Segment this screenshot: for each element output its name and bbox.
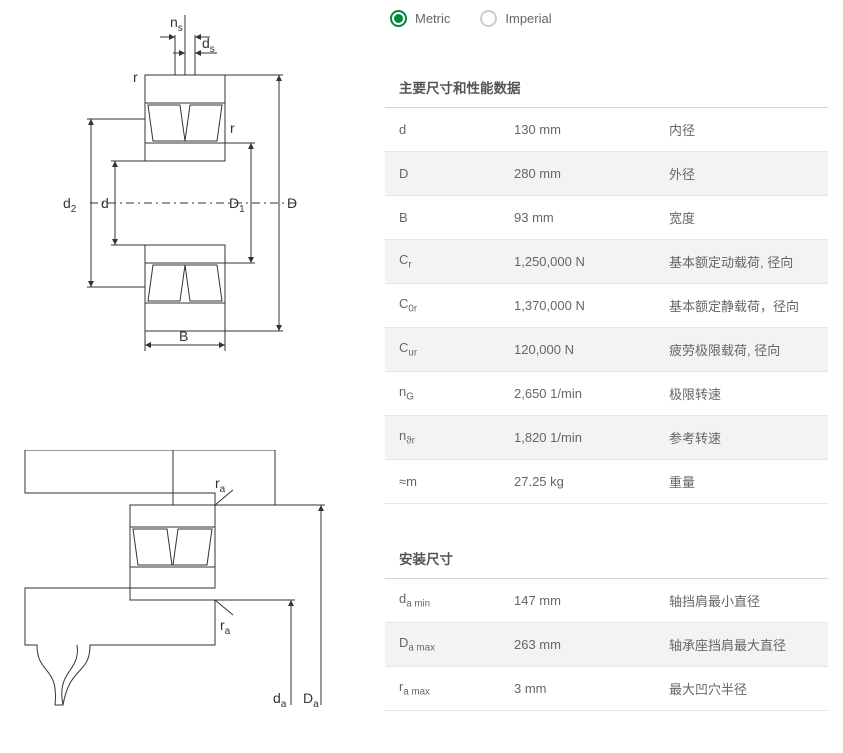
symbol-cell: nϑr: [399, 428, 514, 447]
table-row: nG2,650 1/min极限转速: [385, 372, 828, 416]
description-cell: 外径: [669, 164, 814, 183]
value-cell: 27.25 kg: [514, 474, 669, 489]
diagrams-column: ns ds r r: [15, 10, 360, 711]
symbol-cell: Da max: [399, 635, 514, 654]
svg-text:da: da: [273, 690, 287, 710]
radio-selected-icon: [390, 10, 407, 27]
svg-text:ns: ns: [170, 15, 183, 34]
value-cell: 263 mm: [514, 637, 669, 652]
description-cell: 宽度: [669, 208, 814, 227]
table-row: Da max263 mm轴承座挡肩最大直径: [385, 623, 828, 667]
bearing-diagram-mounting: ra ra da Da: [15, 450, 360, 710]
description-cell: 轴承座挡肩最大直径: [669, 635, 814, 654]
svg-text:ra: ra: [215, 475, 226, 495]
description-cell: 基本额定静载荷，径向: [669, 296, 814, 315]
svg-text:B: B: [179, 328, 188, 344]
unit-imperial-radio[interactable]: Imperial: [480, 10, 551, 27]
svg-text:D1: D1: [229, 195, 245, 215]
description-cell: 疲劳极限载荷, 径向: [669, 340, 814, 359]
table-row: Cr1,250,000 N基本额定动载荷, 径向: [385, 240, 828, 284]
data-column: Metric Imperial 主要尺寸和性能数据 d130 mm内径D280 …: [360, 10, 828, 711]
description-cell: 重量: [669, 472, 814, 491]
value-cell: 2,650 1/min: [514, 386, 669, 401]
table-row: D280 mm外径: [385, 152, 828, 196]
svg-text:r: r: [133, 69, 138, 85]
symbol-cell: ra max: [399, 679, 514, 698]
table-row: B93 mm宽度: [385, 196, 828, 240]
symbol-cell: nG: [399, 384, 514, 403]
value-cell: 147 mm: [514, 593, 669, 608]
value-cell: 1,250,000 N: [514, 254, 669, 269]
svg-text:ds: ds: [202, 35, 215, 55]
table-row: ra max3 mm最大凹穴半径: [385, 667, 828, 711]
unit-metric-radio[interactable]: Metric: [390, 10, 450, 27]
symbol-cell: d: [399, 122, 514, 137]
table-row: ≈m27.25 kg重量: [385, 460, 828, 504]
svg-text:d: d: [101, 195, 109, 211]
mounting-dimensions-table: da min147 mm轴挡肩最小直径Da max263 mm轴承座挡肩最大直径…: [385, 579, 828, 711]
description-cell: 极限转速: [669, 384, 814, 403]
value-cell: 1,820 1/min: [514, 430, 669, 445]
value-cell: 1,370,000 N: [514, 298, 669, 313]
section-title-mounting: 安装尺寸: [385, 538, 828, 579]
symbol-cell: C0r: [399, 296, 514, 315]
main-dimensions-table: d130 mm内径D280 mm外径B93 mm宽度Cr1,250,000 N基…: [385, 108, 828, 504]
table-row: d130 mm内径: [385, 108, 828, 152]
value-cell: 280 mm: [514, 166, 669, 181]
symbol-cell: B: [399, 210, 514, 225]
symbol-cell: D: [399, 166, 514, 181]
radio-unselected-icon: [480, 10, 497, 27]
table-row: da min147 mm轴挡肩最小直径: [385, 579, 828, 623]
symbol-cell: Cr: [399, 252, 514, 271]
bearing-diagram-main: ns ds r r: [15, 15, 360, 355]
description-cell: 最大凹穴半径: [669, 679, 814, 698]
description-cell: 轴挡肩最小直径: [669, 591, 814, 610]
value-cell: 120,000 N: [514, 342, 669, 357]
svg-text:d2: d2: [63, 195, 77, 215]
svg-text:D: D: [287, 195, 297, 211]
table-row: nϑr1,820 1/min参考转速: [385, 416, 828, 460]
unit-toggle: Metric Imperial: [385, 10, 828, 27]
table-row: Cur120,000 N疲劳极限载荷, 径向: [385, 328, 828, 372]
symbol-cell: ≈m: [399, 474, 514, 489]
value-cell: 130 mm: [514, 122, 669, 137]
description-cell: 参考转速: [669, 428, 814, 447]
svg-text:Da: Da: [303, 690, 319, 710]
description-cell: 内径: [669, 120, 814, 139]
symbol-cell: Cur: [399, 340, 514, 359]
description-cell: 基本额定动载荷, 径向: [669, 252, 814, 271]
unit-imperial-label: Imperial: [505, 11, 551, 26]
table-row: C0r1,370,000 N基本额定静载荷，径向: [385, 284, 828, 328]
svg-text:r: r: [230, 120, 235, 136]
section-title-main: 主要尺寸和性能数据: [385, 67, 828, 108]
value-cell: 93 mm: [514, 210, 669, 225]
value-cell: 3 mm: [514, 681, 669, 696]
symbol-cell: da min: [399, 591, 514, 610]
unit-metric-label: Metric: [415, 11, 450, 26]
svg-text:ra: ra: [220, 617, 231, 637]
